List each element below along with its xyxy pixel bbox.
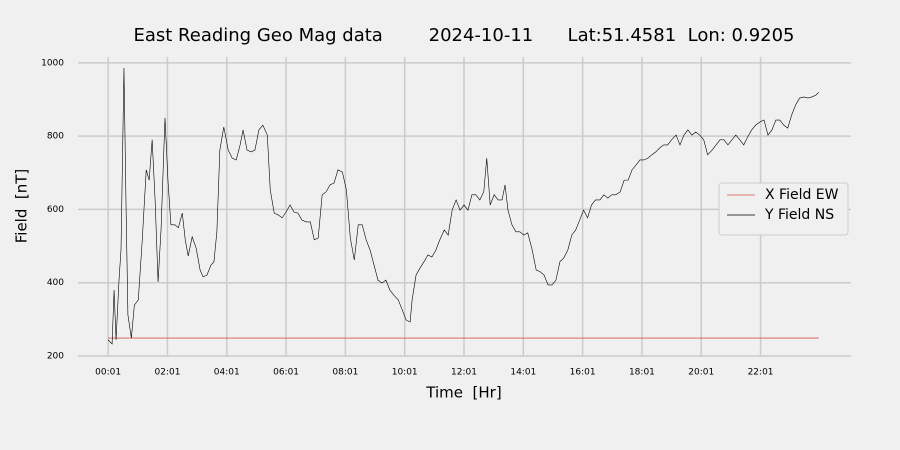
x-tick-label: 12:01 [451,368,477,378]
y-tick-label: 400 [47,278,64,288]
legend-label: X Field EW [765,187,839,203]
legend-label: Y Field NS [764,207,834,223]
x-tick-label: 14:01 [510,368,536,378]
x-tick-label: 22:01 [748,368,774,378]
series-line [107,67,820,345]
x-tick-label: 06:01 [273,368,299,378]
x-tick-label: 10:01 [392,368,418,378]
x-tick-label: 20:01 [688,368,714,378]
y-tick-label: 600 [47,205,64,215]
x-tick-label: 18:01 [629,368,655,378]
legend-box [718,182,849,236]
x-axis-label: Time [Hr] [425,384,501,402]
legend: X Field EW Y Field NS [718,182,849,236]
plot-area [107,67,820,345]
y-tick-label: 800 [47,132,64,142]
x-tick-label: 00:01 [95,368,121,378]
x-tick-label: 04:01 [214,368,240,378]
y-tick-label: 1000 [41,58,64,68]
y-tick-label: 200 [47,352,64,362]
x-tick-label: 16:01 [570,368,596,378]
chart-title: East Reading Geo Mag data 2024-10-11 Lat… [133,25,794,46]
grid: 200 400 600 800 1000 00:01 02:01 04:01 06:01 08:0… [41,57,851,378]
x-tick-label: 08:01 [332,368,358,378]
x-tick-label: 02:01 [154,368,180,378]
y-axis-label: Field [nT] [13,169,31,244]
